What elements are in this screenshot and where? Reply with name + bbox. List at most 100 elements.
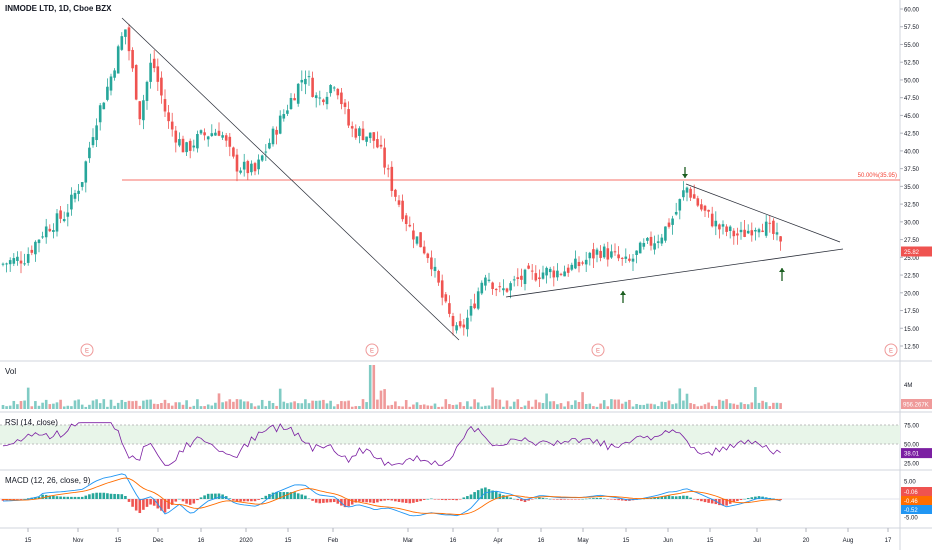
volume-bar: [595, 406, 599, 409]
macd-histogram-bar: [620, 499, 624, 501]
candle-body: [228, 136, 232, 147]
candle-body: [707, 209, 710, 212]
candle-body: [278, 115, 282, 134]
macd-histogram-bar: [113, 493, 116, 499]
volume-bar: [131, 401, 134, 409]
macd-histogram-bar: [476, 490, 480, 499]
candle-body: [80, 182, 84, 187]
volume-bar: [451, 405, 455, 409]
macd-histogram-bar: [361, 499, 365, 503]
time-tick-label: 20: [803, 538, 810, 544]
candle-body: [300, 79, 304, 83]
candle-body: [732, 230, 736, 237]
resistance-trend-line: [685, 183, 841, 243]
candle-body: [689, 188, 692, 198]
macd-histogram-bar: [26, 498, 30, 499]
volume-bar: [462, 406, 466, 409]
macd-histogram-bar: [55, 496, 59, 499]
volume-bar: [714, 406, 718, 409]
volume-bar: [516, 399, 520, 409]
volume-bar: [419, 404, 422, 409]
candle-body: [383, 147, 386, 168]
candle-body: [268, 142, 271, 149]
volume-bar: [563, 406, 566, 409]
macd-histogram-bar: [296, 493, 300, 499]
macd-histogram-bar: [516, 499, 520, 501]
candle-body: [678, 199, 682, 211]
candle-body: [660, 237, 664, 244]
time-tick-label: Aug: [843, 538, 854, 544]
time-tick-label: Mar: [403, 538, 413, 544]
candle-body: [282, 114, 286, 119]
candle-body: [253, 163, 257, 172]
price-tick-label: 32.50: [904, 203, 920, 209]
candle-body: [379, 144, 383, 147]
candle-body: [725, 226, 728, 232]
macd-histogram-bar: [178, 498, 181, 500]
macd-histogram-bar: [59, 496, 62, 499]
price-tick-label: 17.50: [904, 309, 920, 315]
macd-histogram-bar: [419, 499, 422, 502]
volume-bar: [88, 404, 91, 409]
volume-bar: [469, 406, 473, 409]
volume-bar: [631, 406, 635, 409]
macd-histogram-bar: [149, 499, 152, 505]
macd-histogram-bar: [73, 496, 77, 499]
candle-body: [613, 251, 617, 253]
volume-bar: [754, 387, 757, 409]
candle-body: [138, 101, 142, 120]
candle-body: [520, 275, 523, 280]
macd-histogram-bar: [37, 496, 41, 499]
candle-body: [1, 263, 5, 265]
candle-body: [26, 254, 30, 263]
macd-histogram-bar: [268, 494, 271, 499]
macd-histogram-bar: [127, 499, 131, 502]
volume-bar: [764, 402, 768, 409]
candle-body: [289, 97, 293, 110]
macd-histogram-bar: [181, 499, 185, 502]
candle-body: [77, 190, 80, 194]
macd-histogram-bar: [311, 499, 314, 501]
volume-bar: [106, 406, 109, 409]
macd-histogram-bar: [541, 497, 545, 499]
macd-histogram-bar: [206, 493, 210, 499]
volume-bar: [347, 400, 350, 409]
rsi-band: [0, 425, 900, 444]
macd-histogram-bar: [16, 499, 19, 500]
candle-body: [628, 258, 631, 261]
macd-histogram-bar: [548, 498, 552, 500]
macd-histogram-bar: [556, 499, 559, 500]
candle-body: [617, 254, 620, 259]
candle-body: [422, 246, 426, 254]
volume-bar: [599, 403, 602, 409]
volume-bar: [271, 403, 275, 409]
candle-body: [376, 139, 379, 148]
macd-histogram-bar: [505, 496, 509, 499]
candle-body: [210, 133, 214, 136]
candle-body: [703, 205, 707, 211]
macd-signal-line: [2, 477, 781, 515]
candle-body: [692, 194, 696, 199]
candle-body: [667, 222, 671, 227]
volume-bar: [134, 400, 138, 409]
macd-histogram-bar: [88, 494, 91, 499]
candle-body: [84, 161, 88, 183]
candle-body: [552, 270, 556, 278]
macd-histogram-bar: [779, 499, 782, 501]
macd-histogram-bar: [84, 495, 88, 499]
macd-histogram-bar: [217, 493, 221, 499]
candle-body: [131, 49, 134, 69]
macd-histogram-bar: [750, 497, 754, 499]
volume-bar: [512, 401, 516, 409]
candle-body: [768, 222, 772, 224]
candle-body: [224, 135, 228, 141]
candle-body: [671, 218, 674, 225]
candle-body: [275, 129, 278, 135]
volume-bar: [779, 403, 782, 409]
volume-bar: [671, 404, 674, 409]
macd-histogram-bar: [502, 495, 505, 499]
macd-histogram-bar: [228, 498, 232, 499]
macd-histogram-bar: [422, 499, 426, 500]
candle-body: [487, 279, 491, 281]
